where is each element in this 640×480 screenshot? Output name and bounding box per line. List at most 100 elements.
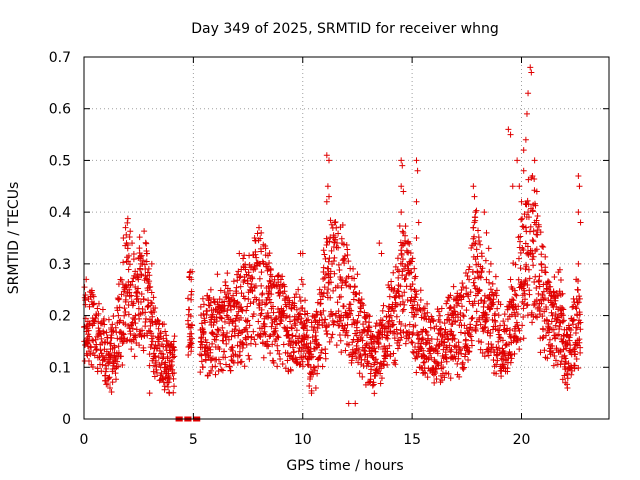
data-point bbox=[524, 197, 531, 204]
data-point bbox=[522, 276, 529, 283]
data-point bbox=[397, 337, 404, 344]
data-point bbox=[119, 281, 126, 288]
data-point bbox=[359, 337, 366, 344]
data-point bbox=[115, 363, 122, 370]
data-point bbox=[530, 253, 537, 260]
data-point bbox=[529, 319, 536, 326]
data-point bbox=[434, 336, 441, 343]
data-point bbox=[564, 375, 571, 382]
data-point bbox=[170, 338, 177, 345]
data-point bbox=[379, 307, 386, 314]
data-point bbox=[517, 233, 524, 240]
data-point bbox=[267, 267, 274, 274]
data-point bbox=[372, 348, 379, 355]
data-point bbox=[312, 384, 319, 391]
data-point bbox=[242, 336, 249, 343]
data-point bbox=[135, 276, 142, 283]
data-point bbox=[368, 366, 375, 373]
data-point bbox=[473, 246, 480, 253]
data-point bbox=[471, 193, 478, 200]
data-point bbox=[415, 219, 422, 226]
data-point bbox=[323, 198, 330, 205]
data-point bbox=[413, 198, 420, 205]
data-point bbox=[222, 334, 229, 341]
data-point bbox=[258, 229, 265, 236]
data-point bbox=[378, 375, 385, 382]
data-point bbox=[567, 342, 574, 349]
data-point bbox=[472, 326, 479, 333]
data-point bbox=[517, 249, 524, 256]
data-point bbox=[244, 280, 251, 287]
data-point bbox=[417, 287, 424, 294]
data-point bbox=[483, 314, 490, 321]
data-point bbox=[442, 369, 449, 376]
data-point bbox=[237, 329, 244, 336]
data-point bbox=[301, 323, 308, 330]
x-axis-label: GPS time / hours bbox=[286, 458, 403, 474]
data-point bbox=[419, 335, 426, 342]
data-point bbox=[115, 296, 122, 303]
data-point bbox=[389, 330, 396, 337]
data-point bbox=[218, 314, 225, 321]
data-point bbox=[495, 338, 502, 345]
data-point bbox=[521, 290, 528, 297]
data-point bbox=[549, 342, 556, 349]
data-point bbox=[333, 342, 340, 349]
data-point bbox=[378, 250, 385, 257]
data-point bbox=[197, 369, 204, 376]
data-point bbox=[522, 136, 529, 143]
data-point bbox=[573, 341, 580, 348]
data-point bbox=[481, 209, 488, 216]
data-point bbox=[237, 283, 244, 290]
data-point bbox=[570, 321, 577, 328]
data-point bbox=[307, 373, 314, 380]
data-point bbox=[251, 235, 258, 241]
data-point bbox=[169, 354, 176, 361]
data-point bbox=[242, 266, 249, 273]
data-point bbox=[414, 167, 421, 174]
data-point bbox=[468, 315, 475, 322]
data-point bbox=[268, 291, 275, 298]
data-point bbox=[296, 344, 303, 351]
data-point bbox=[293, 327, 300, 334]
data-point bbox=[414, 354, 421, 361]
data-point bbox=[188, 330, 195, 337]
data-point bbox=[396, 342, 403, 349]
data-point bbox=[409, 331, 416, 338]
data-point bbox=[450, 283, 457, 290]
data-point bbox=[307, 348, 314, 355]
data-point bbox=[349, 339, 356, 346]
data-point bbox=[431, 379, 438, 386]
data-point bbox=[485, 245, 492, 252]
data-point bbox=[445, 316, 452, 323]
data-point bbox=[206, 343, 213, 350]
data-point bbox=[543, 332, 549, 339]
data-point bbox=[86, 333, 93, 340]
data-point bbox=[236, 348, 243, 355]
data-point bbox=[219, 332, 226, 339]
data-point bbox=[197, 351, 204, 358]
data-point bbox=[501, 361, 507, 368]
data-point bbox=[130, 251, 137, 258]
data-point bbox=[245, 352, 252, 359]
data-point bbox=[326, 338, 333, 345]
data-point bbox=[511, 287, 518, 294]
data-point bbox=[324, 330, 331, 337]
data-point bbox=[560, 346, 567, 353]
data-point bbox=[350, 265, 357, 272]
data-point bbox=[85, 327, 92, 334]
data-point bbox=[477, 346, 484, 353]
data-point bbox=[353, 291, 360, 298]
data-point bbox=[333, 224, 340, 231]
data-point bbox=[557, 347, 564, 354]
data-point bbox=[171, 370, 178, 377]
data-point bbox=[427, 324, 434, 331]
data-point bbox=[421, 305, 428, 312]
data-point bbox=[408, 269, 415, 276]
data-point bbox=[132, 320, 139, 327]
data-point bbox=[259, 290, 266, 297]
data-point bbox=[318, 311, 325, 318]
data-point bbox=[327, 217, 334, 224]
data-point bbox=[482, 319, 489, 326]
data-point bbox=[428, 313, 435, 320]
